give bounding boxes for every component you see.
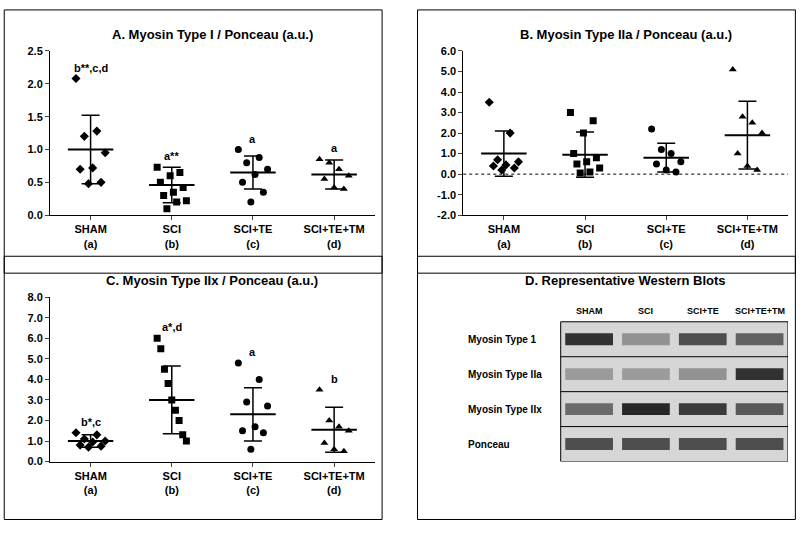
svg-text:SHAM(a): SHAM(a) <box>74 470 106 496</box>
svg-text:SCI+TE+TM: SCI+TE+TM <box>735 306 785 316</box>
svg-text:2.0: 2.0 <box>441 127 456 139</box>
svg-text:SHAM(a): SHAM(a) <box>74 223 106 249</box>
svg-text:Ponceau: Ponceau <box>468 439 510 450</box>
svg-text:6.0: 6.0 <box>441 45 456 57</box>
svg-text:0.0: 0.0 <box>28 455 43 467</box>
svg-text:SCI+TE(c): SCI+TE(c) <box>647 223 686 249</box>
svg-text:Myosin Type 1: Myosin Type 1 <box>468 334 537 345</box>
svg-text:a: a <box>249 346 256 358</box>
svg-text:SCI+TE: SCI+TE <box>687 306 719 316</box>
svg-text:D. Representative Western Blot: D. Representative Western Blots <box>525 273 726 288</box>
svg-text:1.0: 1.0 <box>28 435 43 447</box>
svg-text:b: b <box>331 373 338 385</box>
svg-text:7.0: 7.0 <box>28 312 43 324</box>
svg-text:SHAM(a): SHAM(a) <box>488 223 520 249</box>
svg-text:B. Myosin Type IIa / Ponceau (: B. Myosin Type IIa / Ponceau (a.u.) <box>520 27 732 42</box>
svg-text:a: a <box>331 142 338 154</box>
svg-text:5.0: 5.0 <box>28 353 43 365</box>
svg-text:2.5: 2.5 <box>28 45 43 57</box>
svg-text:SHAM: SHAM <box>576 306 603 316</box>
svg-text:0.0: 0.0 <box>28 209 43 221</box>
svg-text:SCI+TE(c): SCI+TE(c) <box>234 470 273 496</box>
svg-text:a**: a** <box>164 150 179 162</box>
svg-text:1.5: 1.5 <box>28 111 43 123</box>
svg-text:a*,d: a*,d <box>162 321 182 333</box>
svg-text:a: a <box>249 133 256 145</box>
svg-text:4.0: 4.0 <box>441 86 456 98</box>
svg-text:SCI(b): SCI(b) <box>576 223 594 249</box>
svg-text:4.0: 4.0 <box>28 373 43 385</box>
svg-text:b*,c: b*,c <box>81 416 101 428</box>
svg-text:8.0: 8.0 <box>28 291 43 303</box>
svg-text:6.0: 6.0 <box>28 332 43 344</box>
svg-text:SCI+TE+TM(d): SCI+TE+TM(d) <box>304 470 365 496</box>
svg-text:SCI(b): SCI(b) <box>163 223 181 249</box>
svg-text:SCI(b): SCI(b) <box>163 470 181 496</box>
svg-text:Myosin Type IIa: Myosin Type IIa <box>468 369 542 380</box>
svg-text:2.0: 2.0 <box>28 414 43 426</box>
svg-text:2.0: 2.0 <box>28 78 43 90</box>
svg-text:0.5: 0.5 <box>28 176 43 188</box>
svg-text:1.0: 1.0 <box>441 147 456 159</box>
svg-text:SCI+TE+TM(d): SCI+TE+TM(d) <box>717 223 778 249</box>
svg-text:C. Myosin Type IIx / Ponceau (: C. Myosin Type IIx / Ponceau (a.u.) <box>106 273 318 288</box>
svg-text:0.0: 0.0 <box>441 168 456 180</box>
svg-text:A. Myosin Type I / Ponceau (a.: A. Myosin Type I / Ponceau (a.u.) <box>112 27 313 42</box>
svg-text:b**,c,d: b**,c,d <box>74 62 108 74</box>
svg-text:5.0: 5.0 <box>441 65 456 77</box>
svg-text:3.0: 3.0 <box>441 106 456 118</box>
svg-text:3.0: 3.0 <box>28 394 43 406</box>
svg-text:Myosin Type IIx: Myosin Type IIx <box>468 404 542 415</box>
svg-text:-2.0: -2.0 <box>437 209 456 221</box>
svg-text:-1.0: -1.0 <box>437 189 456 201</box>
svg-text:SCI+TE+TM(d): SCI+TE+TM(d) <box>304 223 365 249</box>
svg-text:SCI: SCI <box>638 306 653 316</box>
svg-text:SCI+TE(c): SCI+TE(c) <box>234 223 273 249</box>
svg-text:1.0: 1.0 <box>28 143 43 155</box>
